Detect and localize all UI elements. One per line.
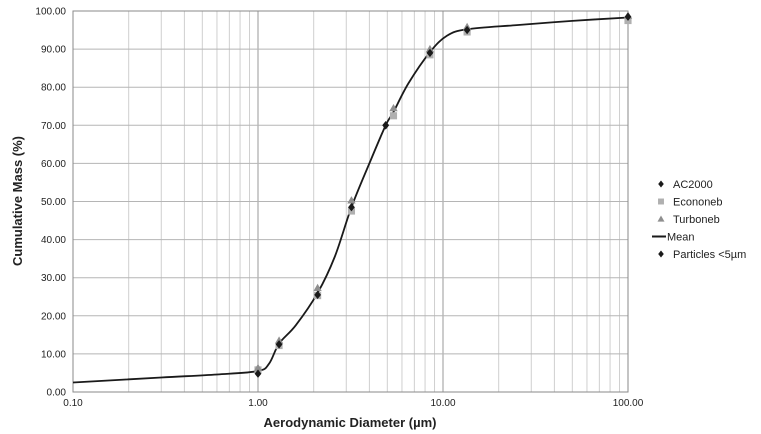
y-tick-label: 80.00 — [41, 83, 66, 94]
ac2000-point — [275, 340, 283, 349]
y-tick-label: 10.00 — [41, 349, 66, 360]
y-tick-label: 90.00 — [41, 45, 66, 56]
y-tick-label: 60.00 — [41, 159, 66, 170]
plot-area-border — [72, 10, 629, 393]
y-tick-label: 20.00 — [41, 311, 66, 322]
legend-swatch — [658, 180, 664, 188]
y-tick-label: 40.00 — [41, 235, 66, 246]
y-tick-label: 100.00 — [35, 7, 66, 18]
x-tick-label: 10.00 — [430, 398, 455, 409]
turboneb-point — [253, 363, 263, 372]
legend-label: Econoneb — [673, 197, 723, 209]
x-tick-label: 0.10 — [63, 398, 83, 409]
tick-labels: 0.10 1.00 10.00 100.00 0.00 10.00 20.00 30.00 40… — [35, 7, 643, 410]
turboneb-point — [313, 283, 322, 292]
turboneb-point — [274, 336, 284, 344]
y-tick-label: 70.00 — [41, 121, 66, 132]
x-tick-label: 100.00 — [613, 398, 644, 409]
legend-swatch — [657, 215, 665, 222]
legend-item-particles-5-m: Particles <5µm — [658, 249, 746, 261]
x-axis-title: Aerodynamic Diameter (µm) — [264, 415, 437, 430]
legend-swatch — [658, 198, 664, 205]
legend-item-econoneb: Econoneb — [658, 197, 723, 209]
legend-label: Particles <5µm — [673, 249, 746, 261]
turboneb-point — [389, 103, 398, 112]
legend-item-ac2000: AC2000 — [658, 179, 713, 191]
data-markers — [253, 11, 633, 378]
ac2000-point — [624, 12, 632, 21]
ac2000-point — [254, 369, 262, 378]
x-tick-label: 1.00 — [248, 398, 268, 409]
ac2000-point — [426, 48, 434, 58]
turboneb-point — [347, 196, 356, 204]
y-axis-title: Cumulative Mass (%) — [10, 136, 25, 266]
legend-swatch — [658, 250, 664, 258]
legend-label: Turboneb — [673, 214, 720, 226]
legend-label: AC2000 — [673, 179, 713, 191]
y-tick-label: 30.00 — [41, 273, 66, 284]
turboneb-point — [425, 44, 435, 53]
legend-label: Mean — [667, 232, 695, 244]
legend-item-turboneb: Turboneb — [657, 214, 720, 226]
particles-5-m-point — [382, 121, 390, 130]
econoneb-point — [389, 112, 398, 120]
y-tick-label: 50.00 — [41, 197, 66, 208]
ac2000-point — [314, 290, 321, 300]
ac2000-point — [463, 25, 471, 35]
legend: AC2000 Econoneb Turboneb Mean Particles <5µm — [652, 179, 746, 261]
y-tick-label: 0.00 — [47, 388, 67, 399]
ac2000-point — [348, 203, 355, 212]
legend-item-mean: Mean — [652, 232, 695, 244]
